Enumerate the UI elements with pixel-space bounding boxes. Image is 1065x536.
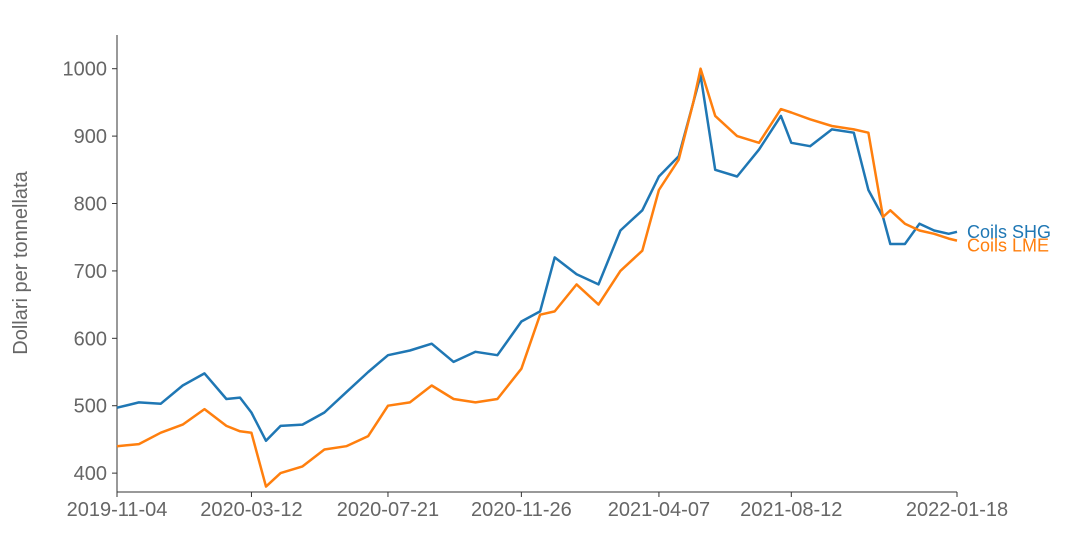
x-tick-label: 2019-11-04 [67, 499, 168, 521]
series-line [116, 74, 958, 443]
x-tick-label: 2021-08-12 [740, 499, 842, 521]
series-label: Coils LME [967, 236, 1049, 256]
x-tick-label: 2020-03-12 [200, 499, 302, 521]
series-label: Coils SHG [967, 222, 1051, 242]
x-tick-label: 2020-07-21 [337, 499, 439, 521]
series-line [116, 67, 958, 488]
x-tick-label: 2022-01-18 [906, 499, 1008, 521]
y-tick-label: 500 [74, 396, 107, 418]
x-tick-label: 2021-04-07 [608, 499, 710, 521]
y-tick-label: 1000 [63, 59, 108, 81]
y-tick-label: 700 [74, 261, 107, 283]
x-tick-label: 2020-11-26 [471, 499, 572, 521]
y-axis-label: Dollari per tonnellata [10, 170, 32, 354]
y-tick-label: 400 [74, 463, 107, 485]
y-tick-label: 800 [74, 194, 107, 216]
y-tick-label: 900 [74, 126, 107, 148]
y-tick-label: 600 [74, 328, 107, 350]
